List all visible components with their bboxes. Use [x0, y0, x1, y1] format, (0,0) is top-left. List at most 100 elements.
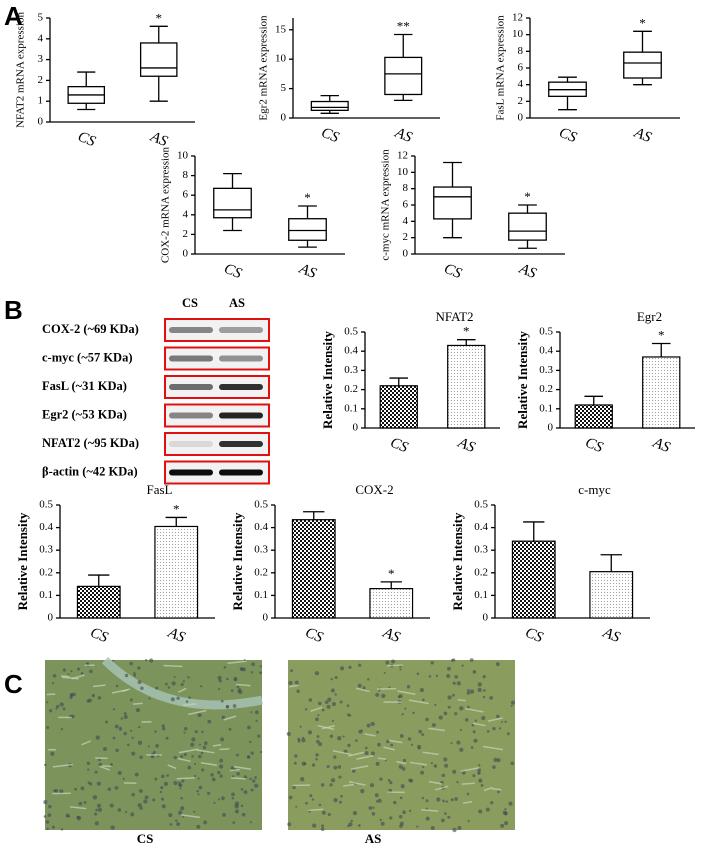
y-tick-label: 0.4	[254, 521, 268, 533]
nucleus	[80, 671, 84, 675]
nucleus	[358, 663, 362, 667]
nucleus	[218, 688, 221, 691]
nucleus	[386, 739, 390, 744]
blot-band	[219, 355, 263, 362]
nucleus	[87, 768, 90, 771]
nucleus	[316, 739, 320, 744]
nucleus	[436, 797, 441, 802]
nucleus	[112, 708, 115, 711]
sinusoid	[223, 715, 237, 721]
sinusoid	[132, 702, 143, 705]
nucleus	[496, 758, 501, 763]
nucleus	[443, 757, 448, 762]
nucleus	[123, 712, 127, 716]
sinusoid	[321, 725, 335, 730]
y-tick-label: 10	[177, 150, 189, 162]
blot-strip	[164, 403, 270, 428]
nucleus	[420, 770, 425, 775]
nucleus	[333, 755, 337, 759]
nucleus	[326, 764, 330, 769]
nucleus	[139, 755, 143, 759]
nucleus	[422, 698, 425, 702]
blot-column-label: CS	[182, 296, 198, 310]
x-tick-label: CS	[523, 625, 546, 647]
nucleus	[182, 680, 185, 683]
nucleus	[474, 719, 477, 722]
sinusoid	[397, 690, 416, 696]
sinusoid	[177, 757, 191, 763]
y-tick-label: 0.4	[474, 521, 488, 533]
nucleus	[459, 728, 462, 731]
nucleus	[197, 777, 200, 780]
nucleus	[126, 743, 130, 747]
chart-title: Egr2	[637, 309, 662, 324]
nucleus	[115, 748, 119, 753]
y-tick-label: 8	[518, 45, 524, 57]
nucleus	[117, 808, 122, 812]
sinusoid	[428, 780, 443, 785]
tissue	[45, 660, 262, 830]
y-tick-label: 0.3	[254, 544, 268, 556]
x-tick-label: AS	[516, 261, 539, 283]
blot-strip	[164, 346, 270, 371]
nucleus	[183, 752, 187, 757]
nucleus	[67, 673, 70, 676]
nucleus	[447, 705, 451, 709]
sinusoid	[350, 765, 369, 770]
nucleus	[194, 730, 198, 734]
blot-column-label: AS	[229, 296, 245, 310]
bar	[574, 404, 613, 429]
chart-title: NFAT2	[435, 309, 473, 324]
nucleus	[352, 811, 358, 816]
y-tick-label: 0.2	[474, 566, 488, 578]
sinusoid	[332, 750, 352, 756]
nucleus	[78, 801, 83, 806]
y-tick-label: 0.2	[539, 383, 553, 395]
x-tick-label: CS	[88, 625, 111, 647]
nucleus	[309, 794, 313, 798]
nucleus	[321, 824, 325, 828]
nucleus	[321, 810, 326, 815]
nucleus	[421, 796, 425, 800]
nucleus	[191, 737, 196, 742]
nucleus	[155, 686, 159, 690]
sinusoid	[364, 733, 376, 737]
nucleus	[408, 778, 412, 782]
nucleus	[430, 761, 434, 765]
sinusoid	[61, 675, 70, 678]
x-tick-label: CS	[388, 435, 411, 457]
nucleus	[173, 755, 178, 760]
nucleus	[433, 764, 438, 768]
nucleus	[450, 742, 453, 745]
sinusoid	[212, 744, 222, 747]
nucleus	[137, 725, 141, 729]
nucleus	[477, 772, 480, 775]
nucleus	[374, 793, 379, 798]
nucleus	[161, 804, 166, 809]
blot-band	[169, 441, 213, 447]
y-tick-label: 10	[275, 53, 287, 65]
nucleus	[294, 680, 299, 685]
nucleus	[45, 820, 50, 824]
y-tick-label: 0.5	[254, 499, 268, 511]
y-tick-label: 0	[353, 422, 359, 434]
nucleus	[422, 766, 425, 769]
nucleus	[315, 757, 318, 761]
y-tick-label: 10	[512, 28, 524, 40]
sinusoid	[460, 767, 480, 772]
nucleus	[486, 730, 490, 733]
nucleus	[87, 781, 91, 785]
nucleus	[485, 807, 490, 812]
nucleus	[94, 812, 98, 816]
nucleus	[477, 768, 481, 772]
y-tick-label: 6	[518, 62, 524, 74]
nucleus	[355, 739, 358, 742]
box	[623, 51, 662, 79]
nucleus	[292, 785, 296, 790]
sinusoid	[461, 782, 475, 785]
nucleus	[389, 816, 393, 820]
nucleus	[187, 765, 192, 770]
nucleus	[133, 674, 137, 677]
nucleus	[259, 665, 263, 668]
sinusoid	[356, 754, 374, 760]
